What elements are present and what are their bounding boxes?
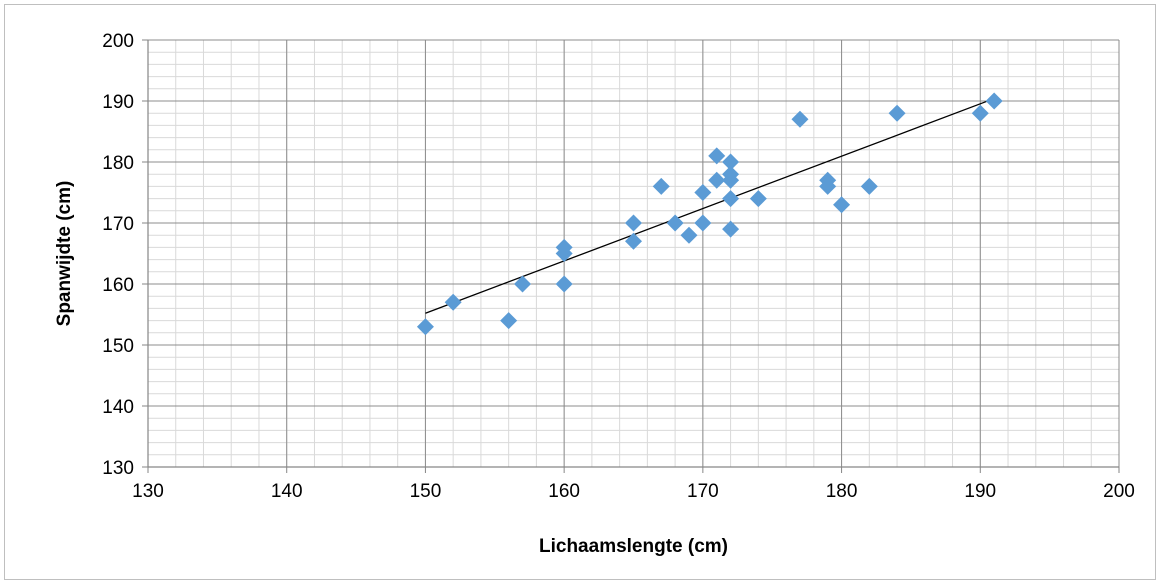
data-point <box>555 275 573 293</box>
x-tick-label: 180 <box>826 481 858 502</box>
data-point <box>860 177 878 195</box>
axes <box>142 39 1120 473</box>
data-point <box>749 190 767 208</box>
y-tick-label: 140 <box>102 397 134 418</box>
y-tick-label: 150 <box>102 336 134 357</box>
data-point <box>666 214 684 232</box>
data-point <box>444 293 462 311</box>
y-tick-label: 190 <box>102 92 134 113</box>
data-point <box>514 275 532 293</box>
data-point <box>985 92 1003 110</box>
y-tick-label: 180 <box>102 153 134 174</box>
data-point <box>708 147 726 165</box>
x-tick-label: 160 <box>548 481 580 502</box>
data-point <box>555 238 573 256</box>
x-axis-title: Lichaamslengte (cm) <box>539 536 728 557</box>
trendline <box>425 97 995 314</box>
x-tick-label: 200 <box>1103 481 1135 502</box>
y-tick-label: 200 <box>102 31 134 52</box>
major-gridlines <box>147 39 1120 468</box>
y-tick-labels: 130 140 150 160 170 180 190 200 <box>102 31 134 479</box>
data-point <box>708 171 726 189</box>
data-point <box>971 104 989 122</box>
data-point <box>416 318 434 336</box>
x-tick-label: 140 <box>271 481 303 502</box>
y-tick-label: 170 <box>102 214 134 235</box>
data-point <box>819 171 837 189</box>
x-tick-label: 190 <box>964 481 996 502</box>
data-point <box>888 104 906 122</box>
data-point <box>625 232 642 250</box>
data-point <box>694 214 712 232</box>
data-point <box>652 177 670 195</box>
y-axis-title: Spanwijdte (cm) <box>54 181 75 327</box>
data-point <box>791 110 809 128</box>
data-point <box>722 190 740 208</box>
data-point <box>722 153 740 171</box>
data-point <box>694 184 712 201</box>
data-point <box>680 226 698 244</box>
x-tick-label: 130 <box>132 481 164 502</box>
y-tick-label: 160 <box>102 275 134 296</box>
data-point <box>722 220 740 238</box>
data-point <box>722 165 740 183</box>
y-tick-label: 130 <box>102 458 134 479</box>
chart-frame <box>4 4 1156 580</box>
x-tick-label: 150 <box>410 481 442 502</box>
x-tick-labels: 130 140 150 160 170 180 190 200 <box>132 481 1135 502</box>
x-tick-label: 170 <box>687 481 719 502</box>
data-point <box>833 196 851 214</box>
data-point <box>500 312 518 330</box>
minor-gridlines <box>147 39 1120 468</box>
trendline-group <box>425 97 995 314</box>
data-point <box>625 214 642 232</box>
data-points <box>416 92 1003 336</box>
